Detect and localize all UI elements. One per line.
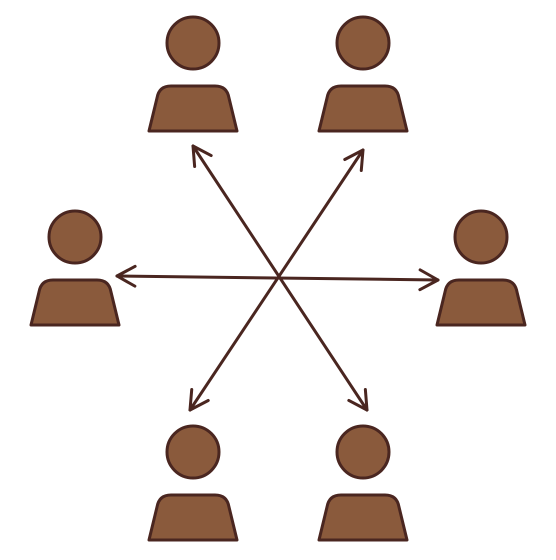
person-right — [435, 209, 527, 327]
person-icon — [317, 424, 409, 542]
arrows-layer — [115, 144, 440, 412]
person-head — [335, 15, 391, 71]
person-head — [335, 424, 391, 480]
arrow-shaft — [188, 148, 365, 412]
person-body — [317, 493, 409, 542]
person-bottom-left — [147, 424, 239, 542]
arrowhead-end — [188, 388, 210, 412]
arrowhead-start — [115, 264, 137, 288]
arrowhead-end — [418, 268, 440, 292]
person-bottom-right — [317, 424, 409, 542]
person-top-left — [147, 15, 239, 133]
person-icon — [147, 424, 239, 542]
people-layer — [29, 15, 527, 542]
person-icon — [435, 209, 527, 327]
arrowhead-start — [343, 148, 365, 172]
person-head — [453, 209, 509, 265]
arrow-left-to-right — [115, 264, 440, 292]
person-left — [29, 209, 121, 327]
person-icon — [147, 15, 239, 133]
person-body — [29, 278, 121, 327]
arrowhead-start — [191, 144, 213, 168]
person-body — [317, 84, 409, 133]
arrow-top-right-to-bottom-left — [188, 148, 365, 412]
person-top-right — [317, 15, 409, 133]
person-body — [435, 278, 527, 327]
person-head — [165, 424, 221, 480]
person-head — [165, 15, 221, 71]
person-icon — [29, 209, 121, 327]
person-head — [47, 209, 103, 265]
arrowhead-end — [347, 388, 369, 412]
person-body — [147, 493, 239, 542]
person-body — [147, 84, 239, 133]
arrow-shaft — [115, 274, 440, 282]
person-icon — [317, 15, 409, 133]
